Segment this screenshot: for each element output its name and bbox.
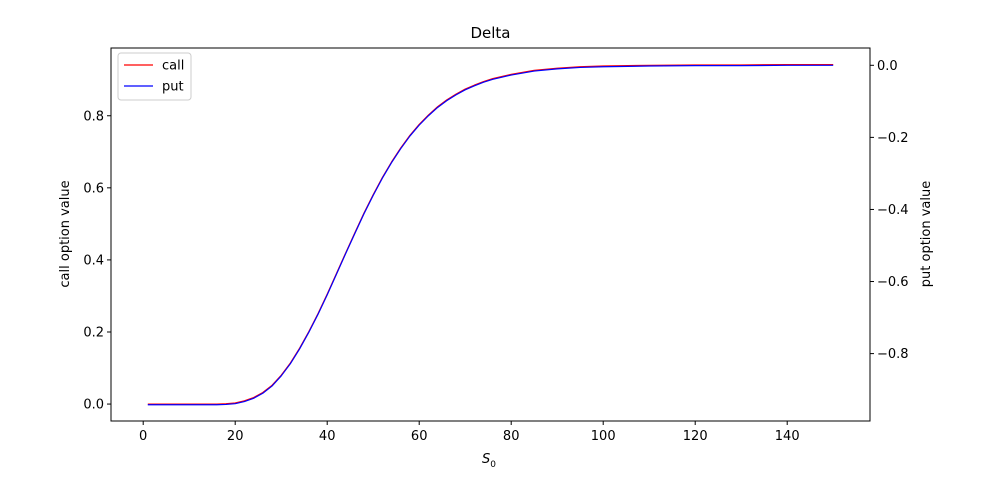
chart-title: Delta	[470, 24, 510, 42]
legend-label-call: call	[162, 59, 184, 74]
x-axis-label-subscript: 0	[490, 460, 496, 470]
x-tick-label: 80	[503, 429, 520, 444]
left-y-tick-label: 0.8	[83, 109, 104, 124]
left-y-axis: 0.0 0.2 0.4 0.6 0.8	[83, 109, 111, 413]
left-y-tick-label: 0.4	[83, 253, 104, 268]
x-axis: 0 20 40 60 80 100 120 140	[139, 421, 800, 444]
x-tick-label: 20	[227, 429, 244, 444]
right-y-tick-label: 0.0	[877, 59, 898, 74]
right-y-tick-label: −0.2	[877, 131, 909, 146]
plot-frame	[110, 47, 871, 422]
legend: call put	[117, 52, 192, 101]
x-tick-label: 40	[319, 429, 336, 444]
x-tick-label: 0	[139, 429, 147, 444]
legend-label-put: put	[162, 80, 184, 95]
x-tick-label: 100	[591, 429, 616, 444]
left-y-axis-label: call option value	[58, 180, 73, 287]
series-line-put	[147, 64, 834, 406]
x-tick-label: 60	[411, 429, 428, 444]
x-tick-label: 120	[683, 429, 708, 444]
right-y-tick-label: −0.4	[877, 203, 909, 218]
right-y-axis: −0.8 −0.6 −0.4 −0.2 0.0	[870, 59, 909, 362]
right-y-axis-label: put option value	[919, 181, 934, 287]
x-tick-label: 140	[775, 429, 800, 444]
right-y-tick-label: −0.8	[877, 347, 909, 362]
left-y-tick-label: 0.2	[83, 325, 104, 340]
x-axis-label-main: S	[482, 452, 490, 467]
right-y-tick-label: −0.6	[877, 275, 909, 290]
left-y-tick-label: 0.0	[83, 398, 104, 413]
series-lines	[147, 63, 834, 406]
x-axis-label: S0	[482, 452, 496, 470]
left-y-tick-label: 0.6	[83, 181, 104, 196]
